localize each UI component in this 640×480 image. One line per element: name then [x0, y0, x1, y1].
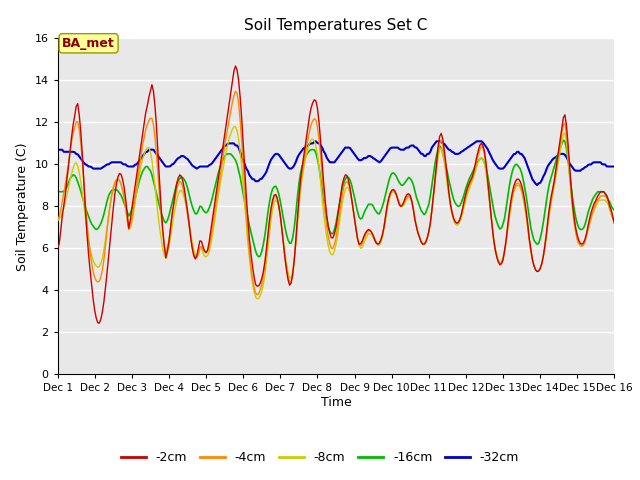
-4cm: [253, 292, 261, 298]
-2cm: [232, 63, 239, 69]
Legend: -2cm, -4cm, -8cm, -16cm, -32cm: -2cm, -4cm, -8cm, -16cm, -32cm: [116, 446, 524, 469]
-16cm: [544, 189, 552, 194]
-4cm: [374, 241, 381, 247]
-2cm: [545, 204, 553, 210]
Y-axis label: Soil Temperature (C): Soil Temperature (C): [16, 142, 29, 271]
-16cm: [69, 172, 77, 178]
-32cm: [533, 182, 541, 188]
-16cm: [157, 210, 165, 216]
-8cm: [253, 296, 261, 302]
Line: -8cm: -8cm: [58, 127, 614, 299]
-16cm: [54, 189, 61, 194]
Line: -2cm: -2cm: [58, 66, 614, 323]
-8cm: [392, 192, 400, 198]
Text: BA_met: BA_met: [62, 37, 115, 50]
-8cm: [405, 193, 413, 199]
-8cm: [374, 242, 381, 248]
Line: -4cm: -4cm: [58, 91, 614, 295]
-32cm: [391, 145, 399, 151]
-4cm: [545, 209, 553, 215]
Title: Soil Temperatures Set C: Soil Temperatures Set C: [244, 18, 428, 33]
-8cm: [157, 236, 165, 242]
-4cm: [392, 192, 400, 197]
X-axis label: Time: Time: [321, 396, 351, 409]
Line: -32cm: -32cm: [58, 141, 614, 185]
-32cm: [372, 157, 380, 163]
-8cm: [69, 165, 77, 171]
-4cm: [54, 216, 61, 222]
-16cm: [611, 208, 618, 214]
-16cm: [391, 171, 399, 177]
-2cm: [611, 220, 618, 226]
-32cm: [157, 157, 165, 163]
-32cm: [403, 145, 411, 151]
-2cm: [95, 320, 103, 326]
-4cm: [69, 131, 77, 137]
-8cm: [611, 220, 618, 226]
-2cm: [69, 122, 77, 128]
-16cm: [559, 137, 567, 143]
-8cm: [54, 218, 61, 224]
-32cm: [611, 164, 618, 169]
-4cm: [232, 88, 239, 94]
-16cm: [372, 209, 380, 215]
-4cm: [405, 193, 413, 199]
-2cm: [159, 227, 166, 232]
-4cm: [157, 214, 165, 220]
-2cm: [392, 192, 400, 197]
-32cm: [545, 161, 553, 167]
-32cm: [312, 138, 320, 144]
-8cm: [545, 211, 553, 216]
-16cm: [403, 177, 411, 182]
-8cm: [232, 124, 239, 130]
-2cm: [374, 241, 381, 247]
-32cm: [69, 149, 77, 155]
-16cm: [255, 254, 262, 260]
-2cm: [405, 191, 413, 197]
Line: -16cm: -16cm: [58, 140, 614, 257]
-4cm: [611, 220, 618, 226]
-32cm: [54, 147, 61, 153]
-2cm: [54, 246, 61, 252]
